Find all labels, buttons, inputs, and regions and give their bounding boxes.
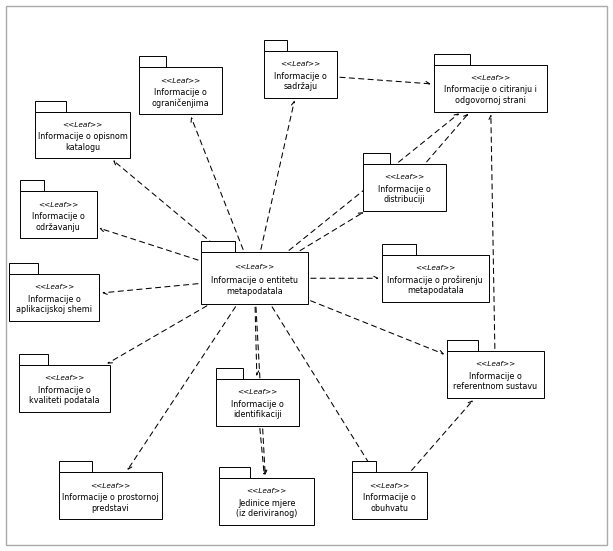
Bar [352,462,376,472]
Bar [219,478,314,525]
Bar [447,341,478,352]
Text: Jedinice mjere
(iz deriviranog): Jedinice mjere (iz deriviranog) [236,499,297,518]
Text: Informacije o citiranju i
odgovornoj strani: Informacije o citiranju i odgovornoj str… [444,85,537,105]
Bar [264,51,337,98]
Text: Informacije o
kvaliteti podatala: Informacije o kvaliteti podatala [29,386,100,405]
Bar [36,111,131,159]
Text: <<Leaf>>: <<Leaf>> [415,265,455,271]
Text: Informacije o
distribuciji: Informacije o distribuciji [378,185,431,204]
Bar [201,252,308,304]
Bar [381,244,416,255]
Text: Informacije o
obuhvatu: Informacije o obuhvatu [363,493,416,512]
Bar [9,263,37,274]
Bar [434,65,547,111]
Text: Informacije o entitetu
metapodatala: Informacije o entitetu metapodatala [211,277,298,296]
Bar [139,68,222,115]
Text: <<Leaf>>: <<Leaf>> [280,61,321,67]
Bar [352,472,427,519]
Text: <<Leaf>>: <<Leaf>> [369,483,409,489]
Bar [216,368,243,379]
Text: <<Leaf>>: <<Leaf>> [246,488,287,494]
Text: <<Leaf>>: <<Leaf>> [470,75,511,81]
Text: <<Leaf>>: <<Leaf>> [34,284,74,290]
Bar [9,274,99,321]
Text: Informacije o
aplikacijskoj shemi: Informacije o aplikacijskoj shemi [16,295,92,314]
Bar [264,40,287,51]
Text: Informacije o
održavanju: Informacije o održavanju [32,212,85,231]
Bar [434,54,470,65]
Bar [381,255,489,302]
Text: <<Leaf>>: <<Leaf>> [44,375,85,381]
Text: <<Leaf>>: <<Leaf>> [63,122,103,128]
Bar [20,192,97,238]
Text: Informacije o proširenju
metapodatala: Informacije o proširenju metapodatala [387,276,483,295]
Bar [216,379,299,425]
Text: Informacije o prostornoj
predstavi: Informacije o prostornoj predstavi [62,493,159,512]
Bar [59,462,92,472]
Bar [36,100,66,111]
Bar [364,153,390,164]
Bar [59,472,162,519]
Text: <<Leaf>>: <<Leaf>> [161,78,201,84]
Text: <<Leaf>>: <<Leaf>> [475,361,516,368]
Bar [139,56,166,68]
Bar [19,365,110,412]
Bar [201,241,235,252]
Bar [447,352,544,398]
Text: <<Leaf>>: <<Leaf>> [38,202,78,208]
Text: Informacije o opisnom
katalogu: Informacije o opisnom katalogu [38,132,128,152]
Bar [19,354,48,365]
Text: Informacije o
identifikaciji: Informacije o identifikaciji [231,399,284,419]
Bar [364,164,446,211]
Bar [20,181,45,192]
Text: Informacije o
ograničenjima: Informacije o ograničenjima [152,88,210,108]
Text: <<Leaf>>: <<Leaf>> [234,264,275,270]
Text: <<Leaf>>: <<Leaf>> [90,483,131,489]
Text: <<Leaf>>: <<Leaf>> [384,174,425,180]
Text: <<Leaf>>: <<Leaf>> [237,389,278,395]
Text: Informacije o
referentnom sustavu: Informacije o referentnom sustavu [453,372,538,391]
Text: Informacije o
sadržaju: Informacije o sadržaju [274,72,327,91]
Bar [219,467,249,478]
